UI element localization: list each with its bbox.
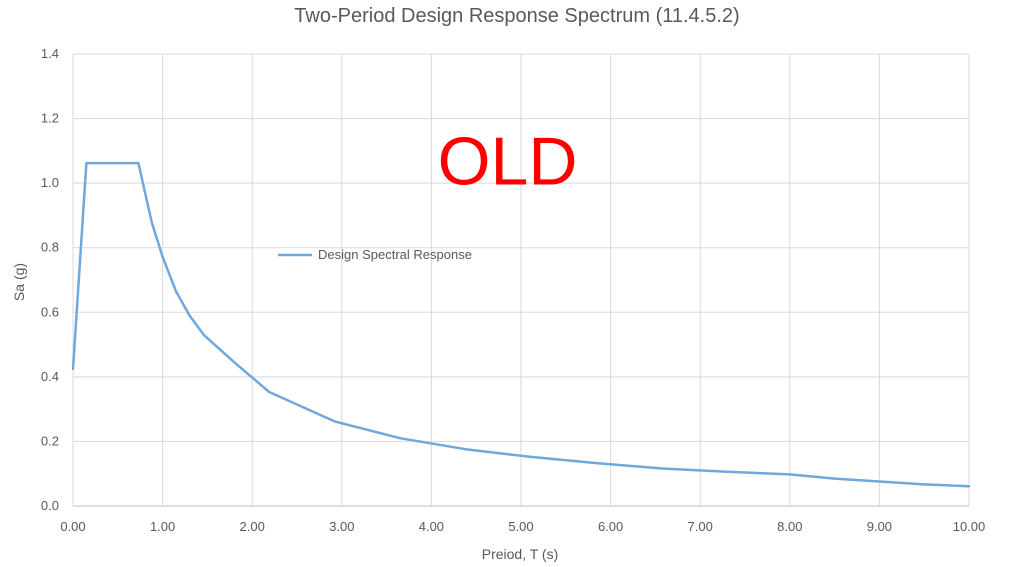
series-layer: [71, 161, 971, 488]
legend-label-design-spectral-response: Design Spectral Response: [318, 247, 472, 262]
x-tick-label: 1.00: [150, 519, 175, 534]
series-line-design-spectral-response: [71, 161, 971, 488]
y-tick-label: 1.2: [41, 111, 59, 126]
x-tick-label: 7.00: [688, 519, 713, 534]
y-tick-label: 0.8: [41, 240, 59, 255]
x-tick-label: 6.00: [598, 519, 623, 534]
y-tick-label: 1.4: [41, 46, 59, 61]
y-tick-label: 0.0: [41, 498, 59, 513]
chart-title: Two-Period Design Response Spectrum (11.…: [294, 5, 739, 27]
y-tick-label: 0.6: [41, 304, 59, 319]
old-watermark-annotation: OLD: [438, 124, 578, 200]
x-tick-label: 0.00: [60, 519, 85, 534]
x-tick-label: 10.00: [953, 519, 986, 534]
y-axis-title: Sa (g): [11, 263, 27, 301]
x-tick-label: 3.00: [329, 519, 354, 534]
x-tick-label: 2.00: [240, 519, 265, 534]
x-tick-label: 8.00: [777, 519, 802, 534]
x-tick-label: 5.00: [508, 519, 533, 534]
y-tick-label: 1.0: [41, 175, 59, 190]
y-tick-label: 0.2: [41, 433, 59, 448]
x-axis-title: Preiod, T (s): [482, 546, 559, 562]
x-tick-label: 9.00: [867, 519, 892, 534]
axes: 0.0 0.2 0.4 0.6 0.8 1.0 1.2 1.4 0.00 1.00 2.00 3.00…: [41, 46, 985, 534]
grid-lines: [73, 53, 970, 506]
x-tick-label: 4.00: [419, 519, 444, 534]
legend: Design Spectral Response: [278, 247, 472, 262]
y-tick-label: 0.4: [41, 369, 59, 384]
